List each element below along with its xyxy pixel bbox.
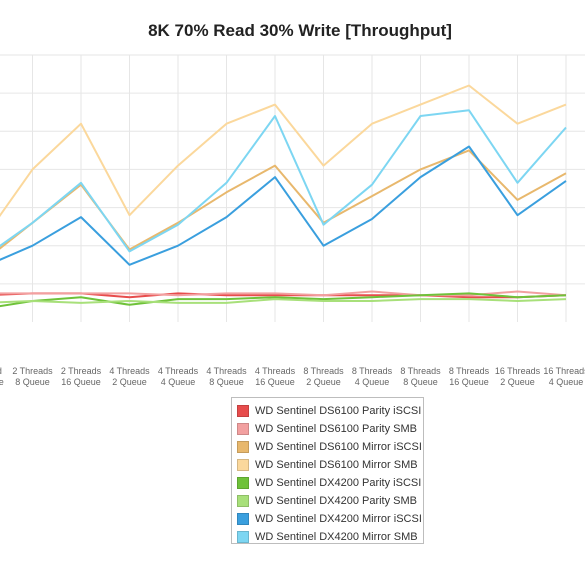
legend-label: WD Sentinel DS6100 Mirror iSCSI [255,441,422,453]
x-tick-label: 16 Threads [495,366,541,376]
x-tick-label: 2 Queue [306,377,341,387]
legend-label: WD Sentinel DX4200 Mirror SMB [255,531,418,543]
x-tick-label: 16 Queue [0,377,4,387]
legend-item: WD Sentinel DS6100 Mirror iSCSI [237,438,423,456]
x-tick-label: 16 Threads [543,366,585,376]
x-tick-label: 4 Threads [158,366,199,376]
x-tick-label: 4 Queue [355,377,390,387]
x-tick-label: 4 Threads [255,366,296,376]
legend-swatch [237,423,249,435]
legend-label: WD Sentinel DS6100 Parity iSCSI [255,405,422,417]
x-tick-label: 8 Queue [15,377,50,387]
legend-label: WD Sentinel DS6100 Parity SMB [255,423,418,435]
series-line-8 [0,109,567,253]
x-tick-label: 8 Queue [403,377,438,387]
x-tick-label: 8 Threads [449,366,490,376]
x-tick-label: 1 Thread [0,366,2,376]
x-tick-label: 2 Threads [61,366,102,376]
legend-label: WD Sentinel DX4200 Parity SMB [255,495,418,507]
x-tick-label: 4 Threads [206,366,247,376]
legend-swatch [237,459,249,471]
legend-item: WD Sentinel DS6100 Parity SMB [237,420,423,438]
x-tick-label: 8 Threads [303,366,344,376]
legend-label: WD Sentinel DX4200 Mirror iSCSI [255,513,422,525]
legend-swatch [237,477,249,489]
x-tick-label: 8 Threads [400,366,441,376]
legend-item: WD Sentinel DX4200 Parity iSCSI [237,474,423,492]
legend-swatch [237,441,249,453]
legend-item: WD Sentinel DX4200 Parity SMB [237,492,423,510]
series-line-6 [0,298,567,304]
chart-grid [0,54,585,322]
legend-item: WD Sentinel DX4200 Mirror iSCSI [237,510,423,528]
legend-label: WD Sentinel DS6100 Mirror SMB [255,459,418,471]
legend-swatch [237,531,249,543]
x-tick-label: 16 Queue [449,377,489,387]
chart-legend: WD Sentinel DS6100 Parity iSCSI WD Sentin… [231,397,424,544]
x-tick-label: 2 Queue [500,377,535,387]
x-tick-label: 2 Threads [12,366,53,376]
x-tick-label: 8 Queue [209,377,244,387]
series-line-3 [0,149,567,251]
series-line-7 [0,145,567,266]
legend-swatch [237,405,249,417]
x-tick-label: 8 Threads [352,366,393,376]
legend-item: WD Sentinel DS6100 Parity iSCSI [237,402,423,420]
series-line-4 [0,84,567,218]
legend-item: WD Sentinel DS6100 Mirror SMB [237,456,423,474]
chart-title: 8K 70% Read 30% Write [Throughput] [148,21,452,40]
legend-swatch [237,513,249,525]
x-tick-label: 4 Threads [109,366,150,376]
x-tick-label: 2 Queue [112,377,147,387]
series-line-5 [0,292,567,308]
x-tick-label: 4 Queue [549,377,584,387]
chart-series-lines [0,84,567,308]
x-tick-label: 4 Queue [161,377,196,387]
x-tick-label: 16 Queue [255,377,295,387]
legend-item: WD Sentinel DX4200 Mirror SMB [237,528,423,546]
legend-swatch [237,495,249,507]
legend-label: WD Sentinel DX4200 Parity iSCSI [255,477,422,489]
series-line-2 [0,290,567,297]
x-tick-label: 16 Queue [61,377,101,387]
